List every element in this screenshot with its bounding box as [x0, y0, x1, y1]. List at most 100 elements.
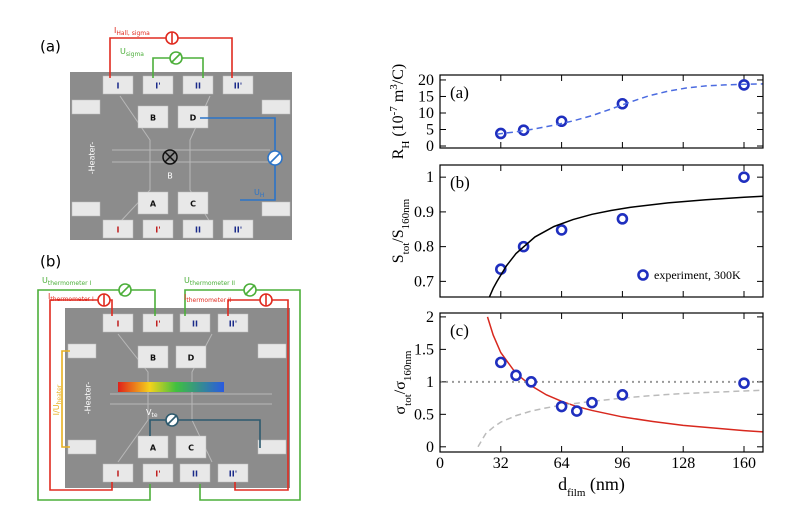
- x-tick-label: 64: [554, 455, 570, 472]
- wire-label: Ithermometer II: [184, 293, 232, 304]
- plot-frame: [439, 164, 764, 298]
- fit-line: [496, 83, 763, 135]
- legend-marker: [637, 269, 649, 281]
- data-point: [738, 171, 750, 183]
- meter: [166, 414, 178, 426]
- wire: [149, 419, 261, 448]
- meter: [269, 152, 281, 164]
- panel-label: (c): [450, 321, 469, 340]
- wire: [184, 289, 301, 501]
- y-tick-label: 2: [426, 309, 434, 326]
- data-point: [555, 224, 568, 236]
- y-tick-label: 0.5: [414, 406, 434, 423]
- wire-label: UH: [254, 188, 264, 199]
- pad-label: I: [117, 470, 120, 479]
- y-axis-label: RH (10-7 m3/C): [388, 64, 412, 160]
- meter: [119, 284, 131, 296]
- x-tick-label: 160: [732, 455, 756, 472]
- pad-label: B: [150, 354, 156, 363]
- device-diagrams: (a) I I' II II' B D A C I I' II II' -Hea…: [37, 26, 301, 501]
- pad-label: C: [188, 444, 194, 453]
- data-point: [616, 389, 629, 401]
- wire: [49, 299, 113, 491]
- x-tick-label: 96: [614, 455, 630, 472]
- wire-label: I/Uheater: [52, 384, 63, 415]
- heater-label: -Heater-: [88, 142, 97, 175]
- data-point: [510, 369, 522, 382]
- chart-panel: 0.7 0.8 0.9 1 Stot/S160nm experiment, 300K (b): [390, 164, 764, 298]
- meter: [170, 52, 182, 64]
- wire: [61, 350, 70, 448]
- pad-label: II: [192, 470, 198, 479]
- pad-label: A: [150, 444, 157, 453]
- meter: [244, 284, 256, 296]
- y-tick-label: 20: [418, 72, 434, 89]
- wire-label: Usigma: [120, 47, 144, 58]
- wire-label: IHall, sigma: [114, 26, 150, 37]
- pad-label: II': [229, 320, 237, 329]
- field-label: B: [167, 172, 173, 181]
- wire-label: Uthermometer I: [42, 276, 92, 287]
- pad-label: I: [117, 82, 120, 91]
- pads: [71, 75, 291, 239]
- pad-label: I: [117, 320, 120, 329]
- chart-panel: 0 32 64 96 128 160 0 0.5 1 1.5 2 σtot/σ160nm dfilm (…: [392, 309, 764, 499]
- wire: [37, 289, 156, 501]
- plot-frame: [439, 312, 764, 453]
- legend-label: experiment, 300K: [654, 268, 741, 282]
- y-tick-label: 1.5: [414, 341, 434, 358]
- data-point: [738, 377, 750, 389]
- field-symbol: [164, 151, 176, 163]
- y-tick-label: 1: [426, 169, 434, 186]
- wire: [227, 299, 289, 491]
- pad-label: II: [192, 320, 198, 329]
- field-symbol: [162, 149, 178, 165]
- micrograph: [70, 72, 292, 240]
- y-tick-label: 10: [418, 105, 434, 122]
- pad-label: II': [229, 470, 237, 479]
- y-tick-label: 1: [426, 374, 434, 391]
- y-axis-label: Stot/S160nm: [390, 198, 412, 263]
- y-tick-label: 0.8: [414, 239, 434, 256]
- pad-label: B: [150, 114, 156, 123]
- pad-label: I': [155, 226, 160, 235]
- data-point: [586, 396, 598, 409]
- pad-label: II': [234, 226, 242, 235]
- pad-label: I': [155, 470, 160, 479]
- y-axis-label: σtot/σ160nm: [392, 350, 414, 414]
- x-tick-label: 0: [436, 455, 444, 472]
- data-point: [525, 376, 538, 388]
- pad-label: II': [234, 82, 242, 91]
- x-tick-label: 128: [671, 455, 695, 472]
- wire-label: Vte: [146, 408, 158, 419]
- x-axis-label: dfilm (nm): [558, 474, 625, 499]
- fit-line: [477, 389, 763, 448]
- panel-label: (a): [40, 38, 61, 56]
- y-tick-label: 15: [418, 88, 434, 105]
- pad-label: A: [150, 200, 157, 209]
- pad-label: D: [188, 354, 195, 363]
- structure: [112, 95, 270, 223]
- y-tick-label: 0.7: [414, 273, 434, 290]
- panel-label: (b): [450, 173, 470, 192]
- pad-label: I: [117, 226, 120, 235]
- pad-label: II: [195, 226, 201, 235]
- data-point: [494, 356, 507, 369]
- pad-label: D: [190, 114, 197, 123]
- y-tick-label: 0.9: [414, 204, 434, 221]
- pad-label: I': [155, 320, 160, 329]
- gradient-bar: [118, 382, 224, 392]
- data-point: [616, 213, 629, 225]
- pad-label: I': [155, 82, 160, 91]
- panel-label: (b): [40, 253, 61, 271]
- plot-frame: [439, 74, 764, 149]
- data-point: [570, 405, 583, 417]
- wire-label: Ithermometer I: [48, 292, 94, 303]
- y-tick-label: 0: [426, 138, 434, 155]
- x-tick-label: 32: [493, 455, 509, 472]
- y-tick-label: 5: [426, 122, 434, 139]
- pad-label: C: [190, 200, 196, 209]
